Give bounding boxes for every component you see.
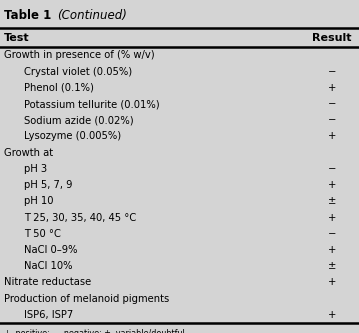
Text: (Continued): (Continued) bbox=[57, 9, 127, 22]
Text: ISP6, ISP7: ISP6, ISP7 bbox=[24, 310, 73, 320]
Text: T 50 °C: T 50 °C bbox=[24, 229, 61, 239]
Text: +: + bbox=[328, 132, 336, 142]
Text: pH 3: pH 3 bbox=[24, 164, 47, 174]
Text: NaCl 10%: NaCl 10% bbox=[24, 261, 73, 271]
Text: +: + bbox=[328, 180, 336, 190]
Text: NaCl 0–9%: NaCl 0–9% bbox=[24, 245, 78, 255]
Text: +: + bbox=[328, 212, 336, 222]
Text: −: − bbox=[328, 99, 336, 109]
Text: −: − bbox=[328, 229, 336, 239]
Text: Potassium tellurite (0.01%): Potassium tellurite (0.01%) bbox=[24, 99, 160, 109]
Text: +: + bbox=[328, 245, 336, 255]
Text: Production of melanoid pigments: Production of melanoid pigments bbox=[4, 294, 169, 304]
Text: Lysozyme (0.005%): Lysozyme (0.005%) bbox=[24, 132, 121, 142]
Text: −: − bbox=[328, 164, 336, 174]
Text: +: + bbox=[328, 310, 336, 320]
Text: Phenol (0.1%): Phenol (0.1%) bbox=[24, 83, 94, 93]
Text: +, positive; −, negative; ±, variable/doubtful: +, positive; −, negative; ±, variable/do… bbox=[4, 329, 185, 333]
Text: T 25, 30, 35, 40, 45 °C: T 25, 30, 35, 40, 45 °C bbox=[24, 212, 136, 222]
Text: +: + bbox=[328, 277, 336, 287]
Text: pH 10: pH 10 bbox=[24, 196, 53, 206]
Text: Result: Result bbox=[312, 33, 352, 43]
Text: Sodium azide (0.02%): Sodium azide (0.02%) bbox=[24, 115, 134, 125]
Text: +: + bbox=[328, 83, 336, 93]
Text: Growth in presence of (% w/v): Growth in presence of (% w/v) bbox=[4, 50, 155, 60]
Text: pH 5, 7, 9: pH 5, 7, 9 bbox=[24, 180, 73, 190]
Text: Nitrate reductase: Nitrate reductase bbox=[4, 277, 92, 287]
Text: Test: Test bbox=[4, 33, 30, 43]
Text: ±: ± bbox=[328, 196, 336, 206]
Text: −: − bbox=[328, 115, 336, 125]
Text: −: − bbox=[328, 67, 336, 77]
Text: Table 1: Table 1 bbox=[4, 9, 56, 22]
Text: Growth at: Growth at bbox=[4, 148, 53, 158]
Text: ±: ± bbox=[328, 261, 336, 271]
Text: Crystal violet (0.05%): Crystal violet (0.05%) bbox=[24, 67, 132, 77]
